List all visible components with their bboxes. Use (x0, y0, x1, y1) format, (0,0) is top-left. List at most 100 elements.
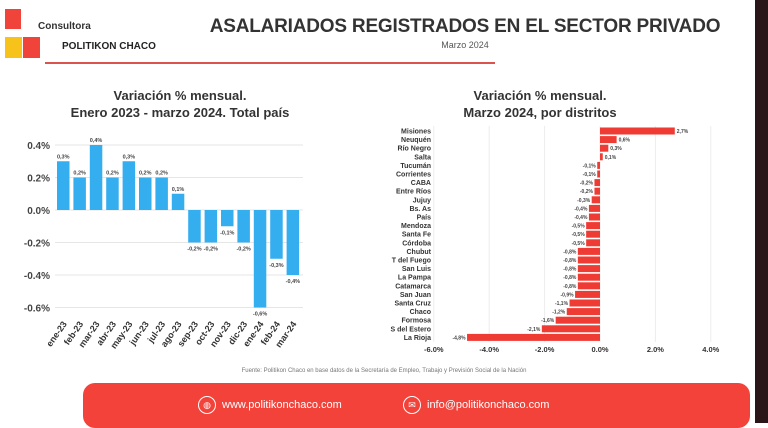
data-label: -0,8% (563, 284, 577, 290)
data-label: 0,1% (605, 155, 617, 161)
bar (122, 161, 136, 210)
bar (600, 136, 617, 144)
bar (566, 308, 600, 316)
category-label: Mendoza (401, 223, 431, 230)
bar (204, 210, 218, 243)
data-label: -1,1% (555, 301, 569, 307)
bar (575, 290, 600, 298)
category-label: Bs. As (409, 206, 431, 213)
data-label: -0,4% (286, 279, 300, 285)
email-link[interactable]: ✉ info@politikonchaco.com (403, 396, 549, 414)
bar (586, 222, 600, 230)
bar (594, 187, 600, 195)
right-chart-title: Variación % mensual. Marzo 2024, por dis… (390, 87, 690, 121)
data-label: -0,8% (563, 267, 577, 273)
right-chart-title-line2: Marzo 2024, por distritos (463, 105, 617, 120)
data-label: 0,6% (619, 138, 631, 144)
source-note: Fuente: Politikon Chaco en base datos de… (241, 368, 527, 374)
bar (237, 210, 250, 243)
data-label: -4,8% (452, 335, 466, 341)
right-chart-title-line1: Variación % mensual. (473, 88, 607, 103)
x-tick-label: 4.0% (702, 345, 719, 354)
category-label: La Rioja (404, 335, 431, 342)
data-label: -0,2% (580, 181, 594, 187)
category-label: La Pampa (398, 275, 431, 282)
left-chart-title: Variación % mensual. Enero 2023 - marzo … (30, 87, 330, 121)
category-label: San Juan (400, 292, 431, 299)
category-label: Formosa (401, 318, 431, 325)
y-tick-label: 0.0% (27, 206, 50, 217)
bar (569, 299, 600, 307)
website-link[interactable]: ◍ www.politikonchaco.com (198, 396, 342, 414)
y-tick-label: -0.4% (24, 271, 50, 282)
category-label: Salta (414, 154, 431, 161)
bar (577, 265, 600, 273)
bar (467, 333, 600, 341)
data-label: -0,4% (574, 206, 588, 212)
data-label: -1,6% (541, 318, 555, 324)
data-label: -0,3% (269, 263, 283, 269)
bar (57, 161, 70, 210)
bar (591, 196, 600, 204)
data-label: -0,5% (572, 241, 586, 247)
bar (106, 177, 119, 210)
data-label: -0,1% (583, 163, 597, 169)
page-title: ASALARIADOS REGISTRADOS EN EL SECTOR PRI… (209, 16, 721, 37)
left-chart-title-line2: Enero 2023 - marzo 2024. Total país (70, 105, 290, 120)
data-label: 0,2% (155, 171, 168, 177)
bar (541, 325, 600, 333)
data-label: -0,1% (583, 172, 597, 178)
category-label: Córdoba (402, 240, 431, 247)
data-label: 0,3% (123, 154, 136, 160)
data-label: 0,2% (106, 171, 119, 177)
data-label: -2,1% (527, 327, 541, 333)
bar (577, 282, 600, 290)
data-label: -0,2% (187, 247, 201, 253)
footer-bar: ◍ www.politikonchaco.com ✉ info@politiko… (83, 383, 750, 428)
x-tick-label: -6.0% (424, 345, 444, 354)
window-edge (755, 0, 768, 423)
header-divider (45, 62, 495, 64)
category-label: Río Negro (398, 146, 431, 153)
left-chart-title-line1: Variación % mensual. (113, 88, 247, 103)
data-label: 0,3% (57, 154, 70, 160)
data-label: -0,1% (220, 230, 234, 236)
bar (188, 210, 201, 243)
bar (600, 144, 609, 152)
data-label: -0,8% (563, 275, 577, 281)
website-text[interactable]: www.politikonchaco.com (222, 399, 342, 411)
y-tick-label: 0.4% (27, 141, 50, 152)
bar (586, 239, 600, 247)
data-label: -0,3% (577, 198, 591, 204)
bar (577, 256, 600, 264)
y-tick-label: -0.2% (24, 239, 50, 250)
bar (171, 193, 185, 210)
x-tick-label: -4.0% (479, 345, 499, 354)
bar (597, 161, 600, 169)
data-label: -0,9% (561, 292, 575, 298)
y-tick-label: 0.2% (27, 174, 50, 185)
category-label: Tucumán (400, 163, 431, 170)
x-tick-label: -2.0% (535, 345, 555, 354)
email-text[interactable]: info@politikonchaco.com (427, 399, 550, 411)
data-label: 0,1% (172, 187, 185, 193)
category-label: Chaco (410, 309, 431, 316)
category-label: Chubut (407, 249, 432, 256)
category-label: Entre Ríos (396, 189, 431, 196)
bar (600, 153, 603, 161)
data-label: -0,2% (204, 247, 218, 253)
bar (139, 177, 152, 210)
logo-square-red (5, 9, 21, 29)
data-label: -0,5% (572, 224, 586, 230)
bar (253, 210, 267, 308)
logo-square-red-2 (23, 37, 40, 58)
data-label: 0,2% (73, 171, 86, 177)
globe-icon: ◍ (198, 396, 216, 414)
data-label: 0,4% (90, 138, 103, 144)
data-label: -0,6% (253, 312, 267, 318)
bar (221, 210, 234, 227)
x-tick-label: 2.0% (647, 345, 664, 354)
logo-square-yellow (5, 37, 22, 58)
bar (577, 247, 600, 255)
mail-icon: ✉ (403, 396, 421, 414)
